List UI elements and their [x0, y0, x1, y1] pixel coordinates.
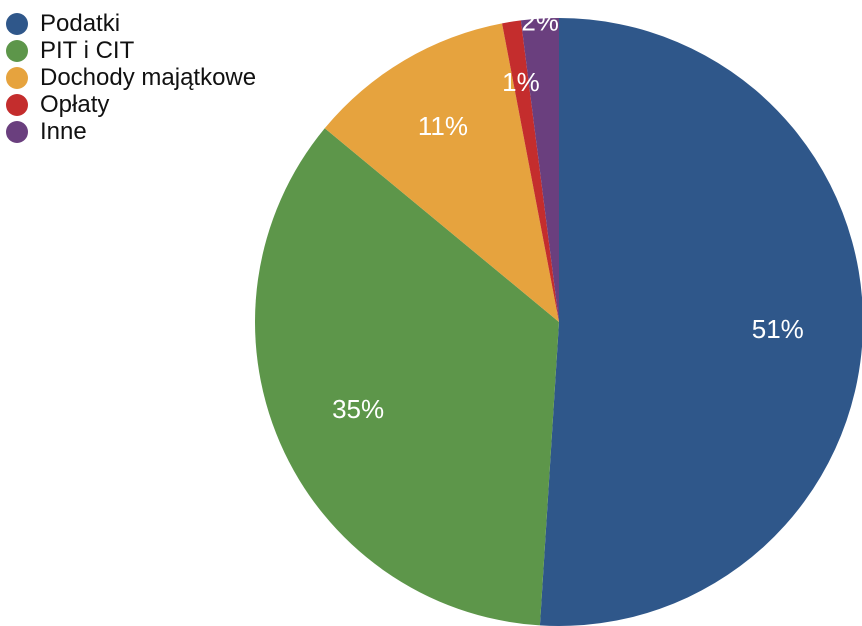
legend-swatch-pit-i-cit: [6, 39, 28, 62]
slice-labels: 51% 35% 11% 1% 2%: [332, 7, 804, 424]
pie-slice-2: [254, 128, 559, 626]
pie-slices: [254, 18, 862, 626]
legend-swatch-dochody-majatkowe: [6, 66, 28, 89]
pie-slice-3: [324, 23, 559, 323]
slice-label-4: 1%: [502, 67, 540, 97]
legend-swatch-podatki: [6, 12, 28, 35]
legend-label: Inne: [40, 118, 87, 145]
legend-item: PIT i CIT: [6, 37, 256, 64]
chart-legend: Podatki PIT i CIT Dochody majątkowe Opła…: [6, 10, 256, 145]
legend-item: Dochody majątkowe: [6, 64, 256, 91]
legend-item: Opłaty: [6, 91, 256, 118]
legend-label: PIT i CIT: [40, 37, 135, 64]
slice-label-3: 11%: [418, 111, 468, 141]
slice-label-1: 51%: [752, 314, 804, 344]
legend-label: Dochody majątkowe: [40, 64, 257, 91]
legend-item: Podatki: [6, 10, 256, 37]
slice-label-2: 35%: [332, 394, 384, 424]
legend-swatch-oplaty: [6, 93, 28, 116]
pie-slice-5: [520, 18, 559, 322]
legend-item: Inne: [6, 118, 256, 145]
pie-slice-4: [502, 20, 559, 323]
pie-slice-1: [539, 18, 862, 626]
legend-swatch-inne: [6, 120, 28, 143]
legend-label: Opłaty: [40, 91, 110, 118]
legend-label: Podatki: [40, 10, 121, 37]
slice-label-5: 2%: [521, 7, 559, 37]
